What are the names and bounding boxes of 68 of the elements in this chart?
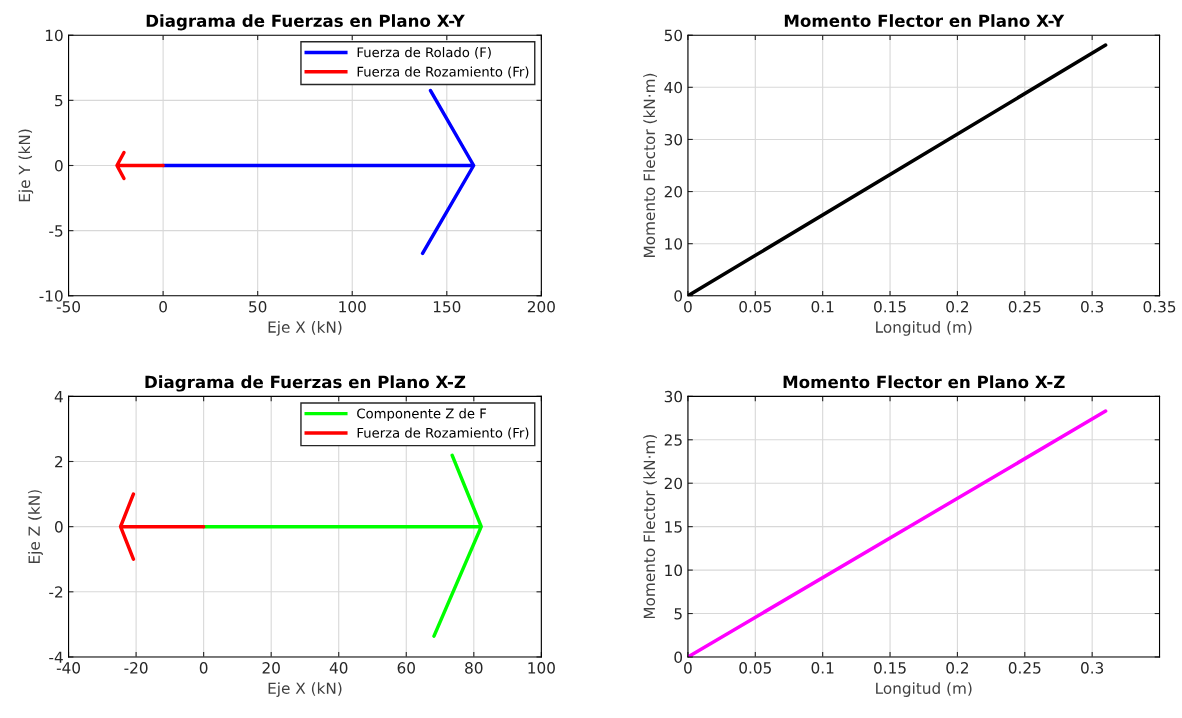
x-tick-label: 0.3 <box>1081 662 1104 674</box>
x-tick-label: 150 <box>433 300 461 313</box>
y-tick-label: 10 <box>665 238 683 250</box>
x-axis-title: Longitud (m) <box>876 321 972 336</box>
x-tick-label: 20 <box>262 662 280 674</box>
x-axis-title: Longitud (m) <box>876 682 972 697</box>
chart-title: Diagrama de Fuerzas en Plano X-Y <box>146 14 465 31</box>
legend-label: Fuerza de Rolado (F) <box>357 47 491 59</box>
x-tick-label: 0 <box>684 662 692 674</box>
y-tick-label: 4 <box>54 391 63 403</box>
x-tick-label: 0.25 <box>1008 662 1041 674</box>
x-tick-label: 0.15 <box>874 662 906 674</box>
x-tick-label: -20 <box>124 662 148 674</box>
y-axis-title: Eje Y (kN) <box>18 129 34 202</box>
x-tick-label: 0.1 <box>811 300 834 313</box>
y-axis-title: Momento Flector (kN·m) <box>643 73 657 257</box>
y-tick-label: 20 <box>664 477 683 490</box>
x-tick-label: 0.05 <box>739 662 771 674</box>
x-tick-label: 200 <box>527 300 555 313</box>
x-tick-label: 0.2 <box>946 300 969 313</box>
x-tick-label: 0.15 <box>874 300 906 313</box>
y-tick-label: 0 <box>674 290 683 302</box>
x-tick-label: -50 <box>56 300 81 313</box>
chart-title: Momento Flector en Plano X-Z <box>783 375 1065 389</box>
chart-title: Diagrama de Fuerzas en Plano X-Z <box>145 375 466 392</box>
x-tick-label: 0.05 <box>739 300 771 313</box>
x-tick-label: -40 <box>56 662 81 674</box>
x-tick-label: 0.25 <box>1008 300 1041 313</box>
y-tick-label: -10 <box>39 290 63 302</box>
x-axis-title: Eje X (kN) <box>268 682 342 697</box>
y-tick-label: 15 <box>665 521 682 533</box>
x-tick-label: 60 <box>397 662 415 674</box>
y-tick-label: 25 <box>664 434 682 446</box>
y-tick-label: -2 <box>49 586 63 598</box>
x-tick-label: 0 <box>684 300 692 313</box>
y-tick-label: -5 <box>49 225 63 237</box>
y-tick-label: 2 <box>55 455 63 468</box>
x-tick-label: 0.3 <box>1081 300 1104 313</box>
x-tick-label: 0 <box>199 662 208 674</box>
x-tick-label: 0.1 <box>811 662 834 674</box>
y-tick-label: 0 <box>54 159 63 172</box>
y-axis-title: Momento Flector (kN·m) <box>643 435 657 619</box>
x-tick-label: 0 <box>159 300 167 313</box>
y-axis-title: Eje Z (kN) <box>28 490 43 563</box>
x-tick-label: 40 <box>329 662 348 674</box>
x-axis-title: Eje X (kN) <box>268 321 342 336</box>
x-tick-label: 80 <box>465 662 483 674</box>
x-tick-label: 0.2 <box>946 662 969 674</box>
y-tick-label: 30 <box>664 390 683 403</box>
legend-label: Componente Z de F <box>357 408 487 421</box>
legend-label: Fuerza de Rozamiento (Fr) <box>357 427 529 440</box>
y-tick-label: 5 <box>55 95 63 107</box>
y-tick-label: 30 <box>664 133 683 146</box>
y-tick-label: 10 <box>45 29 63 42</box>
x-tick-label: 50 <box>249 300 267 313</box>
y-tick-label: 10 <box>665 564 683 577</box>
legend-label: Fuerza de Rozamiento (Fr) <box>357 66 529 79</box>
x-tick-label: 100 <box>528 662 555 674</box>
chart-title: Momento Flector en Plano X-Y <box>784 14 1065 28</box>
y-tick-label: 20 <box>664 186 683 198</box>
y-tick-label: 50 <box>664 29 683 42</box>
y-tick-label: 40 <box>664 81 683 94</box>
x-tick-label: 100 <box>339 300 366 313</box>
y-tick-label: 0 <box>54 521 63 533</box>
x-tick-label: 0.35 <box>1143 300 1176 313</box>
y-tick-label: 5 <box>674 608 682 620</box>
y-tick-label: -4 <box>49 651 63 663</box>
y-tick-label: 0 <box>674 651 683 663</box>
